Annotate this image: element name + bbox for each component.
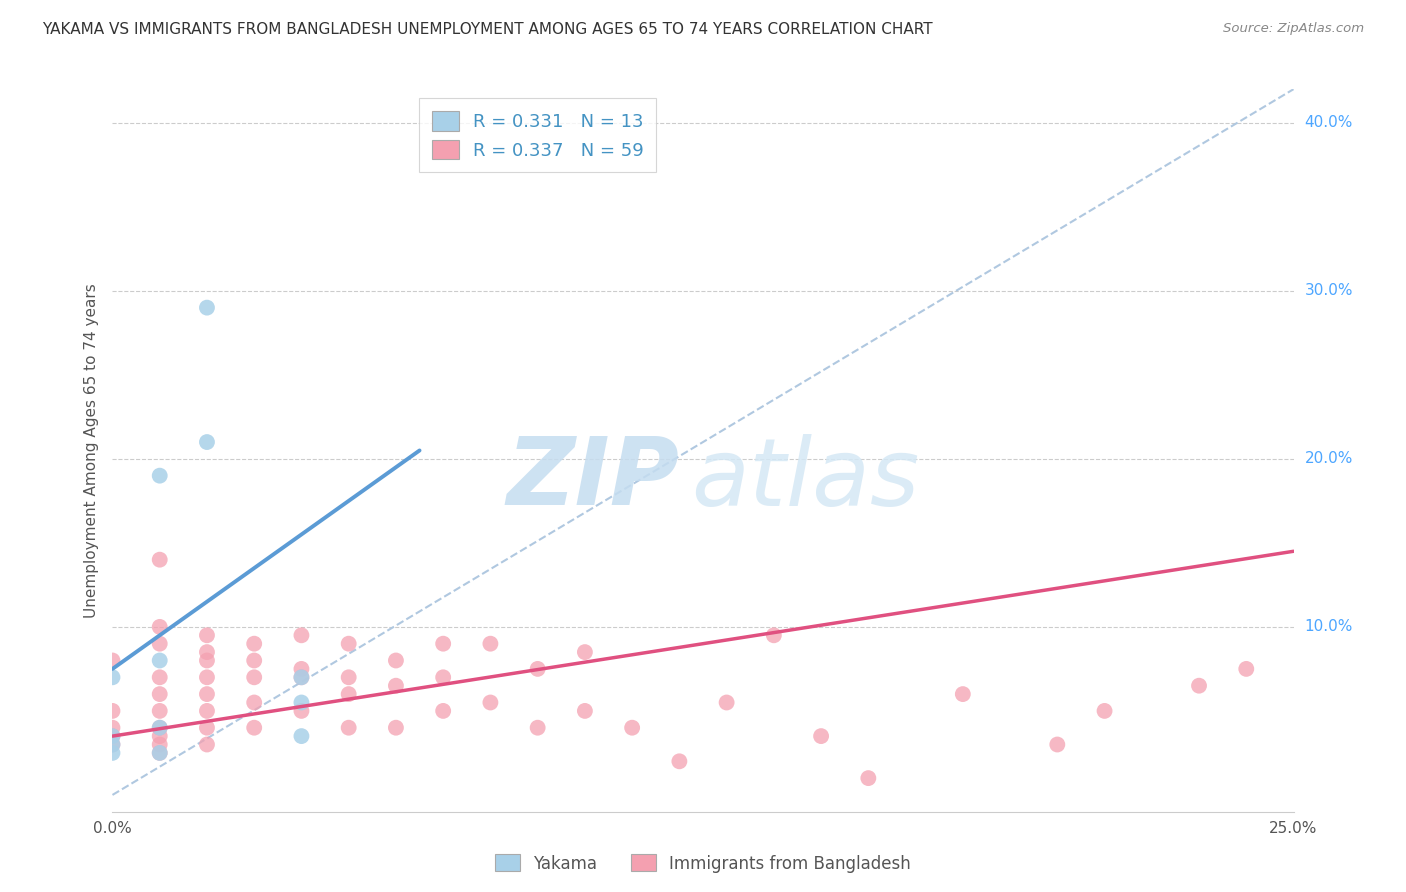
Immigrants from Bangladesh bbox=[101, 738, 124, 752]
Immigrants from Bangladesh bbox=[385, 679, 408, 693]
Legend: R = 0.331   N = 13, R = 0.337   N = 59: R = 0.331 N = 13, R = 0.337 N = 59 bbox=[419, 98, 657, 172]
Immigrants from Bangladesh bbox=[243, 653, 266, 667]
Immigrants from Bangladesh bbox=[195, 738, 218, 752]
Immigrants from Bangladesh bbox=[101, 704, 124, 718]
Immigrants from Bangladesh bbox=[149, 670, 172, 684]
Yakama bbox=[290, 670, 312, 684]
Immigrants from Bangladesh bbox=[149, 620, 172, 634]
Immigrants from Bangladesh bbox=[574, 704, 596, 718]
Immigrants from Bangladesh bbox=[479, 637, 502, 651]
Yakama bbox=[290, 696, 312, 710]
Yakama bbox=[101, 729, 124, 743]
Immigrants from Bangladesh bbox=[149, 704, 172, 718]
Immigrants from Bangladesh bbox=[101, 653, 124, 667]
Immigrants from Bangladesh bbox=[290, 670, 312, 684]
Immigrants from Bangladesh bbox=[479, 696, 502, 710]
Immigrants from Bangladesh bbox=[432, 670, 454, 684]
Immigrants from Bangladesh bbox=[195, 704, 218, 718]
Immigrants from Bangladesh bbox=[149, 729, 172, 743]
Immigrants from Bangladesh bbox=[149, 746, 172, 760]
Y-axis label: Unemployment Among Ages 65 to 74 years: Unemployment Among Ages 65 to 74 years bbox=[83, 283, 98, 618]
Text: 20.0%: 20.0% bbox=[1305, 451, 1353, 467]
Yakama bbox=[195, 435, 218, 450]
Yakama bbox=[149, 746, 172, 760]
Immigrants from Bangladesh bbox=[337, 721, 360, 735]
Text: YAKAMA VS IMMIGRANTS FROM BANGLADESH UNEMPLOYMENT AMONG AGES 65 TO 74 YEARS CORR: YAKAMA VS IMMIGRANTS FROM BANGLADESH UNE… bbox=[42, 22, 932, 37]
Yakama bbox=[101, 738, 124, 752]
Text: atlas: atlas bbox=[692, 434, 920, 524]
Text: 30.0%: 30.0% bbox=[1305, 284, 1353, 298]
Immigrants from Bangladesh bbox=[526, 662, 548, 676]
Yakama bbox=[149, 468, 172, 483]
Immigrants from Bangladesh bbox=[101, 729, 124, 743]
Immigrants from Bangladesh bbox=[149, 552, 172, 566]
Yakama bbox=[149, 721, 172, 735]
Immigrants from Bangladesh bbox=[290, 628, 312, 642]
Immigrants from Bangladesh bbox=[149, 738, 172, 752]
Immigrants from Bangladesh bbox=[243, 721, 266, 735]
Immigrants from Bangladesh bbox=[385, 653, 408, 667]
Immigrants from Bangladesh bbox=[526, 721, 548, 735]
Immigrants from Bangladesh bbox=[149, 637, 172, 651]
Text: 10.0%: 10.0% bbox=[1305, 619, 1353, 634]
Text: ZIP: ZIP bbox=[506, 434, 679, 525]
Yakama bbox=[101, 670, 124, 684]
Legend: Yakama, Immigrants from Bangladesh: Yakama, Immigrants from Bangladesh bbox=[488, 847, 918, 880]
Immigrants from Bangladesh bbox=[432, 637, 454, 651]
Immigrants from Bangladesh bbox=[337, 687, 360, 701]
Immigrants from Bangladesh bbox=[195, 721, 218, 735]
Immigrants from Bangladesh bbox=[1234, 662, 1257, 676]
Immigrants from Bangladesh bbox=[149, 687, 172, 701]
Immigrants from Bangladesh bbox=[243, 696, 266, 710]
Immigrants from Bangladesh bbox=[195, 687, 218, 701]
Immigrants from Bangladesh bbox=[432, 704, 454, 718]
Immigrants from Bangladesh bbox=[243, 637, 266, 651]
Immigrants from Bangladesh bbox=[337, 670, 360, 684]
Yakama bbox=[101, 746, 124, 760]
Immigrants from Bangladesh bbox=[668, 754, 690, 768]
Immigrants from Bangladesh bbox=[195, 670, 218, 684]
Immigrants from Bangladesh bbox=[243, 670, 266, 684]
Immigrants from Bangladesh bbox=[149, 721, 172, 735]
Immigrants from Bangladesh bbox=[195, 645, 218, 659]
Immigrants from Bangladesh bbox=[101, 721, 124, 735]
Immigrants from Bangladesh bbox=[195, 653, 218, 667]
Immigrants from Bangladesh bbox=[1046, 738, 1069, 752]
Yakama bbox=[195, 301, 218, 315]
Immigrants from Bangladesh bbox=[195, 628, 218, 642]
Immigrants from Bangladesh bbox=[574, 645, 596, 659]
Immigrants from Bangladesh bbox=[858, 771, 880, 785]
Immigrants from Bangladesh bbox=[716, 696, 738, 710]
Immigrants from Bangladesh bbox=[1094, 704, 1116, 718]
Text: 40.0%: 40.0% bbox=[1305, 115, 1353, 130]
Immigrants from Bangladesh bbox=[621, 721, 644, 735]
Text: Source: ZipAtlas.com: Source: ZipAtlas.com bbox=[1223, 22, 1364, 36]
Immigrants from Bangladesh bbox=[290, 662, 312, 676]
Immigrants from Bangladesh bbox=[1188, 679, 1211, 693]
Immigrants from Bangladesh bbox=[385, 721, 408, 735]
Immigrants from Bangladesh bbox=[952, 687, 974, 701]
Immigrants from Bangladesh bbox=[290, 704, 312, 718]
Immigrants from Bangladesh bbox=[762, 628, 785, 642]
Yakama bbox=[149, 653, 172, 667]
Immigrants from Bangladesh bbox=[337, 637, 360, 651]
Yakama bbox=[290, 729, 312, 743]
Immigrants from Bangladesh bbox=[810, 729, 832, 743]
